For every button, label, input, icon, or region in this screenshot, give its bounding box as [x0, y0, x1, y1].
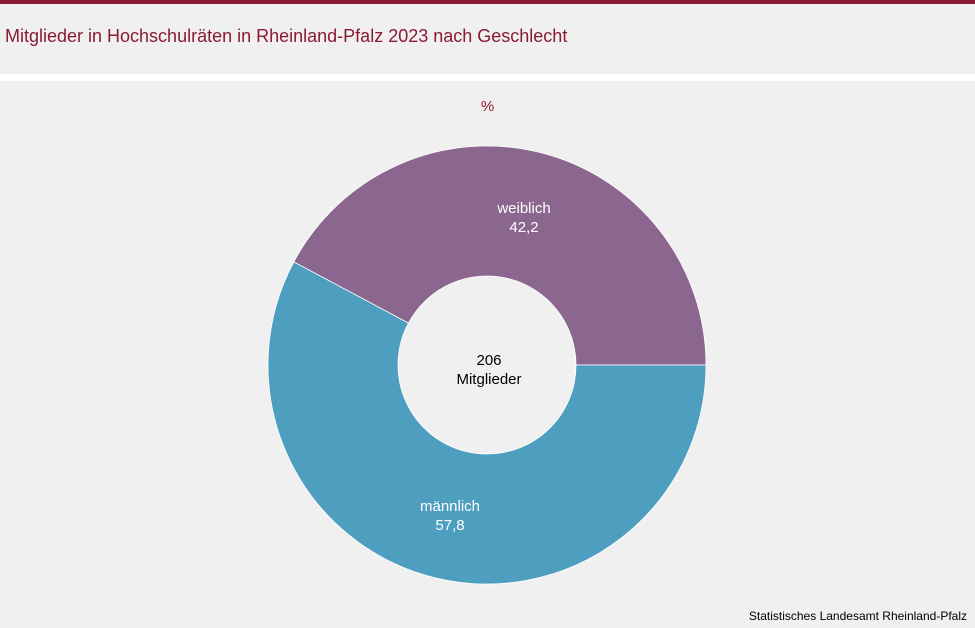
unit-label: % [480, 98, 495, 115]
slice-label-maennlich: männlich [420, 498, 480, 515]
slice-value-weiblich: 42,2 [509, 219, 538, 236]
chart-title: Mitglieder in Hochschulräten in Rheinlan… [5, 26, 568, 46]
header: Mitglieder in Hochschulräten in Rheinlan… [0, 4, 975, 74]
slice-value-maennlich: 57,8 [435, 517, 464, 534]
center-label: Mitglieder [456, 371, 521, 388]
center-value: 206 [476, 352, 501, 369]
top-accent-bar [0, 0, 975, 4]
donut-chart: weiblich 42,2 männlich 57,8 206 Mitglieder [267, 145, 707, 585]
slice-maennlich [267, 261, 707, 585]
source-note: Statistisches Landesamt Rheinland-Pfalz [748, 609, 967, 623]
slice-label-weiblich: weiblich [496, 200, 550, 217]
slice-weiblich [293, 145, 707, 366]
chart-area: % weiblich 42,2 männlich 57,8 206 Mitgliede… [0, 81, 975, 628]
